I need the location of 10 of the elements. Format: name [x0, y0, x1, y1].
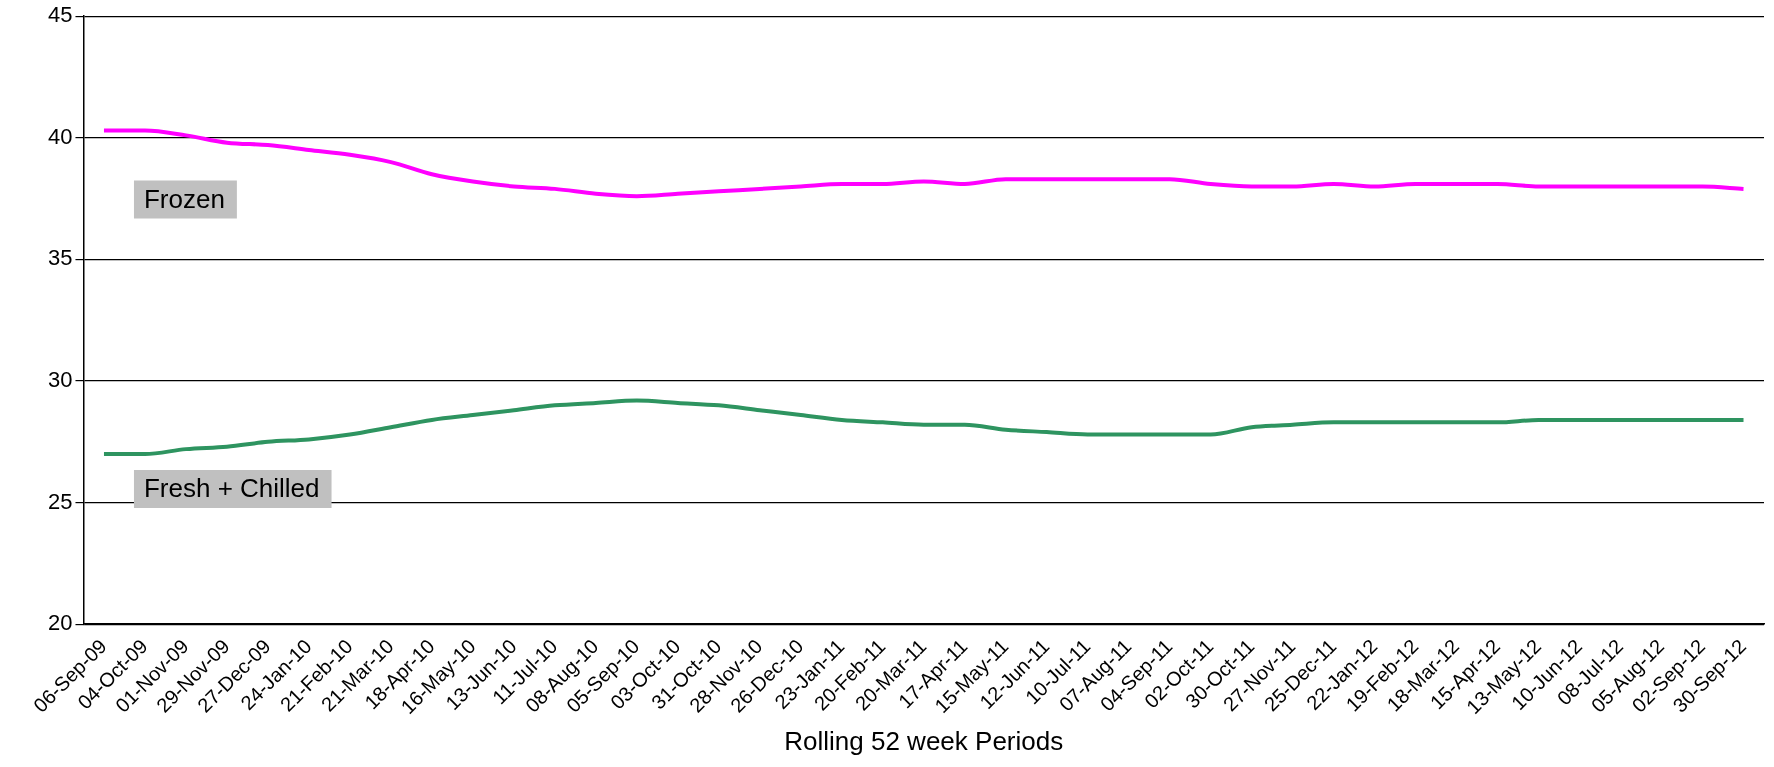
y-tick-label: 35 [47, 245, 73, 271]
y-tick-label: 25 [47, 488, 73, 514]
y-tick-label: 30 [47, 367, 73, 393]
series-label: Frozen [143, 183, 225, 214]
x-axis-title: Rolling 52 week Periods [784, 725, 1064, 756]
y-tick-label: 20 [47, 610, 73, 636]
line-series [101, 398, 1746, 456]
y-tick-label: 45 [47, 2, 73, 28]
y-tick-label: 40 [47, 123, 73, 149]
series-label: Fresh + Chilled [143, 473, 320, 504]
